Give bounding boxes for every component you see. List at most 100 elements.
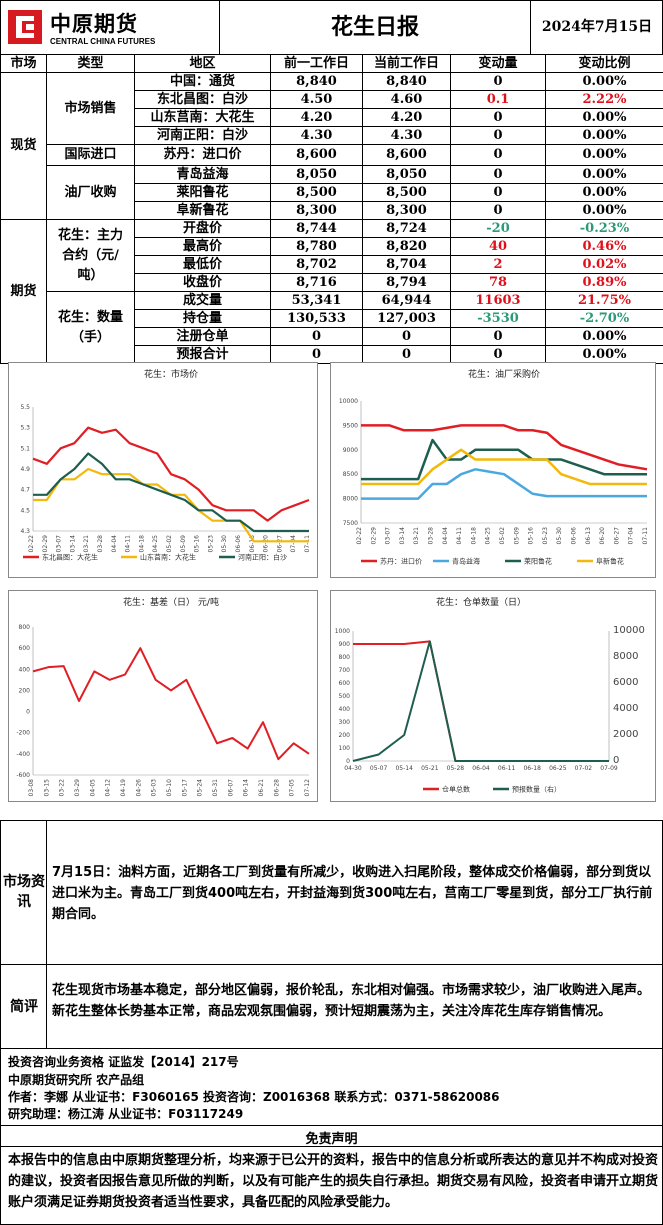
prev-value-cell: 4.50 <box>270 90 363 109</box>
region-cell: 成交量 <box>134 291 271 310</box>
x-tick-label: 04-05 <box>89 779 96 797</box>
license-line: 投资咨询业务资格 证监发【2014】217号 <box>8 1055 239 1069</box>
x-tick-label: 06-25 <box>549 765 567 772</box>
change-cell: 2 <box>450 255 546 274</box>
curr-value-cell: 0 <box>362 345 451 364</box>
curr-value-cell: 8,300 <box>362 201 451 220</box>
chart-title: 花生：基差（日） 元/吨 <box>123 596 219 608</box>
x-tick-label: 02-29 <box>42 535 49 553</box>
region-cell: 最高价 <box>134 237 271 256</box>
curr-value-cell: 4.20 <box>362 108 451 127</box>
x-tick-label: 06-27 <box>613 527 620 545</box>
y-tick-label: 8000 <box>343 496 358 503</box>
x-tick-label: 07-02 <box>575 765 593 772</box>
type-cell: 市场销售 <box>46 72 135 145</box>
disclaimer-divider <box>0 1146 663 1147</box>
x-tick-label: 07-05 <box>289 779 296 797</box>
change-pct-cell: 0.00% <box>545 144 663 166</box>
x-tick-label: 06-07 <box>227 779 234 797</box>
x-tick-label: 05-30 <box>556 527 563 545</box>
region-cell: 中国：通货 <box>134 72 271 91</box>
y2-tick-label: 0 <box>613 755 619 766</box>
x-tick-label: 05-30 <box>221 535 228 553</box>
x-tick-label: 06-27 <box>276 535 283 553</box>
chart-basis: 花生：基差（日） 元/吨 800 600 400 200 0 -200 -400 -600 03-… <box>8 590 318 802</box>
y-tick-label: 7500 <box>343 520 358 527</box>
prev-value-cell: 8,500 <box>270 183 363 202</box>
table-row: 河南正阳：白沙 4.30 4.30 0 0.00% <box>1 126 663 145</box>
disclaimer-title: 免责声明 <box>305 1132 358 1147</box>
y-tick-label: 10000 <box>339 398 358 405</box>
change-cell: 0 <box>450 72 546 91</box>
market-cell: 现货 <box>0 72 47 220</box>
y-tick-label: 500 <box>339 693 351 700</box>
y-tick-label: 4.7 <box>20 487 30 494</box>
x-tick-label: 06-11 <box>498 765 516 772</box>
x-tick-label: 07-09 <box>600 765 618 772</box>
change-pct-cell: -2.70% <box>545 309 663 328</box>
change-cell: 0 <box>450 327 546 346</box>
column-header: 市场 <box>0 54 47 73</box>
x-tick-label: 03-22 <box>59 779 66 797</box>
report-title: 花生日报 <box>330 15 419 40</box>
x-tick-label: 07-12 <box>304 779 311 797</box>
y2-tick-label: 10000 <box>613 625 645 636</box>
assistant-line: 研究助理：杨江涛 从业证书：F03117249 <box>8 1107 244 1121</box>
comment-label: 简评 <box>10 999 38 1015</box>
y2-tick-label: 8000 <box>613 651 638 662</box>
x-tick-label: 07-04 <box>628 527 635 545</box>
y-tick-label: 300 <box>339 719 351 726</box>
type-cell: 油厂收购 <box>46 165 135 220</box>
x-tick-label: 05-16 <box>528 527 535 545</box>
region-cell: 阜新鲁花 <box>134 201 271 220</box>
y-tick-label: -600 <box>16 772 30 779</box>
x-tick-label: 07-04 <box>290 535 297 553</box>
column-header: 类型 <box>46 54 135 73</box>
type-cell: 花生：数量（手） <box>46 291 135 364</box>
x-tick-label: 06-06 <box>235 535 242 553</box>
x-tick-label: 03-21 <box>83 535 90 553</box>
prev-value-cell: 4.20 <box>270 108 363 127</box>
curr-value-cell: 8,050 <box>362 165 451 184</box>
y-tick-label: 9500 <box>343 422 358 429</box>
x-tick-label: 07-11 <box>642 527 649 545</box>
x-tick-label: 05-28 <box>447 765 465 772</box>
y-tick-label: 200 <box>19 687 31 694</box>
x-tick-label: 02-22 <box>28 535 35 553</box>
region-cell: 苏丹：进口价 <box>134 144 271 166</box>
legend-label: 河南正阳：白沙 <box>238 553 287 562</box>
prev-value-cell: 8,050 <box>270 165 363 184</box>
region-cell: 东北昌图：白沙 <box>134 90 271 109</box>
x-tick-label: 05-16 <box>194 535 201 553</box>
table-row: 现货 市场销售 中国：通货 8,840 8,840 0 0.00% <box>0 72 663 220</box>
chart-oil-mill-price: 花生：油厂采购价 10000 9500 9000 8500 8000 7500 02-22 02… <box>330 362 656 578</box>
company-logo-icon <box>8 10 42 44</box>
column-header: 地区 <box>134 54 271 73</box>
type-cell: 国际进口 <box>46 144 135 166</box>
region-cell: 最低价 <box>134 255 271 274</box>
table-row: 预报合计 0 0 0 0.00% <box>1 345 663 364</box>
change-pct-cell: 0.89% <box>545 273 663 292</box>
column-header: 前一工作日 <box>270 54 363 73</box>
x-tick-label: 02-22 <box>356 527 363 545</box>
x-tick-label: 06-18 <box>523 765 541 772</box>
x-tick-label: 04-26 <box>135 779 142 797</box>
y-tick-label: 400 <box>19 666 31 673</box>
market-info-text: 7月15日：油料方面，近期各工厂到货量有所减少，收购进入扫尾阶段，整体成交价格偏… <box>52 865 653 922</box>
x-tick-label: 04-25 <box>485 527 492 545</box>
y2-tick-label: 2000 <box>613 729 638 740</box>
x-tick-label: 06-21 <box>258 779 265 797</box>
curr-value-cell: 4.30 <box>362 126 451 145</box>
x-tick-label: 05-23 <box>207 535 214 553</box>
y-tick-label: 200 <box>339 732 351 739</box>
x-tick-label: 05-24 <box>197 779 204 797</box>
prev-value-cell: 0 <box>270 327 363 346</box>
x-tick-label: 06-13 <box>249 535 256 553</box>
y-tick-label: 600 <box>19 645 31 652</box>
change-pct-cell: 0.00% <box>545 201 663 220</box>
x-tick-label: 06-14 <box>243 779 250 797</box>
change-pct-cell: 0.00% <box>545 183 663 202</box>
curr-value-cell: 8,724 <box>362 219 451 238</box>
y-tick-label: 4.5 <box>20 507 30 514</box>
market-info-label: 市场资讯 <box>3 874 45 910</box>
